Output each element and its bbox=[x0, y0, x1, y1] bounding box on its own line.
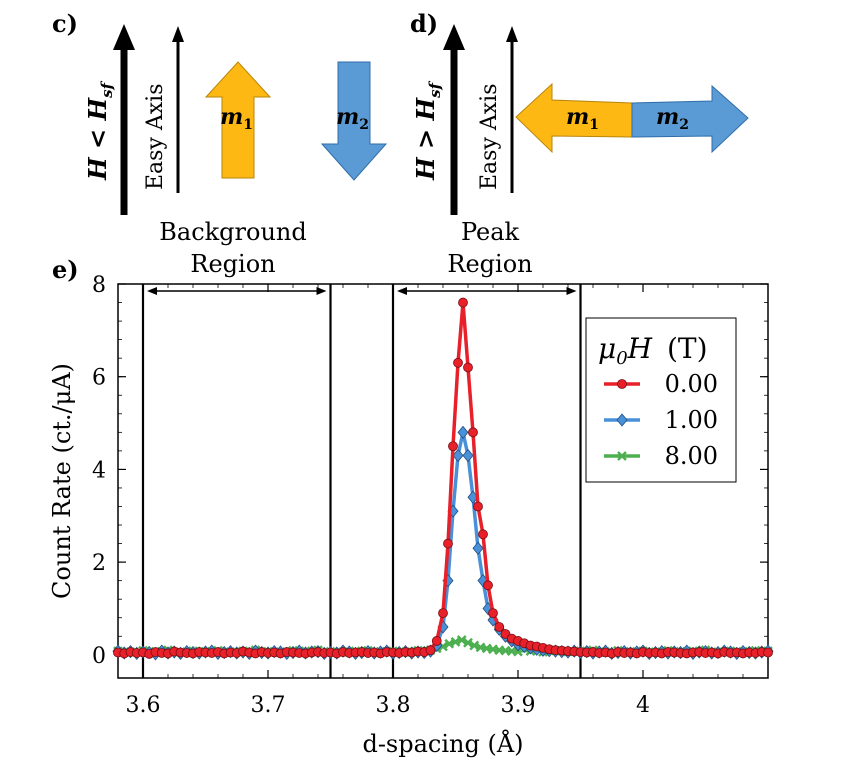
peak-region-arrow-head-left bbox=[397, 287, 407, 295]
m2-label-c: m2 bbox=[336, 104, 369, 133]
data-point-0.00 bbox=[473, 501, 483, 512]
x-tick-label: 3.9 bbox=[501, 693, 536, 718]
m1-label-c: m1 bbox=[220, 104, 253, 133]
data-point-0.00 bbox=[431, 636, 442, 646]
data-point-8.00 bbox=[463, 637, 473, 648]
data-point-1.00 bbox=[452, 448, 464, 463]
data-point-8.00 bbox=[456, 635, 467, 645]
region-lines bbox=[141, 284, 582, 678]
m2-arrow-c bbox=[320, 61, 388, 181]
data-point-8.00 bbox=[469, 640, 480, 651]
m2-label-d: m2 bbox=[656, 104, 689, 133]
field-arrowhead-c bbox=[113, 24, 135, 50]
easy-axis-arrowhead-c bbox=[172, 26, 184, 42]
y-axis-ticks: 0 2 4 6 8 bbox=[92, 273, 768, 669]
data-point-0.00 bbox=[438, 608, 448, 619]
data-point-0.00 bbox=[463, 362, 473, 373]
m2-arrow-d bbox=[631, 84, 749, 154]
background-region-arrow-head-right bbox=[316, 287, 327, 295]
legend-label: 1.00 bbox=[665, 406, 718, 434]
data-point-0.00 bbox=[468, 427, 478, 438]
data-point-1.00 bbox=[462, 448, 474, 463]
data-point-0.00 bbox=[488, 608, 498, 619]
field-arrowhead-d bbox=[443, 24, 465, 50]
legend-marker bbox=[617, 451, 627, 461]
x-tick-label: 3.8 bbox=[376, 693, 411, 718]
y-tick-label: 0 bbox=[92, 644, 106, 669]
legend-marker bbox=[616, 413, 628, 427]
m1-arrow-d bbox=[515, 82, 633, 154]
data-point-0.00 bbox=[458, 297, 468, 308]
y-tick-label: 6 bbox=[92, 366, 106, 391]
data-point-0.00 bbox=[478, 529, 488, 540]
easy-axis-label-c: Easy Axis bbox=[143, 83, 168, 190]
y-axis-label: Count Rate (ct./μA) bbox=[48, 363, 76, 599]
easy-axis-arrowhead-d bbox=[506, 26, 518, 42]
legend-label: 0.00 bbox=[665, 370, 718, 398]
m1-label-d: m1 bbox=[566, 104, 599, 133]
panel-e-label: e) bbox=[52, 255, 79, 284]
data-point-0.00 bbox=[453, 357, 463, 368]
peak-region-arrow-head-right bbox=[566, 287, 577, 295]
panel-d-label: d) bbox=[410, 9, 438, 38]
x-tick-label: 3.7 bbox=[251, 693, 286, 718]
legend-title: μ0H (T) bbox=[598, 332, 708, 369]
easy-axis-label-d: Easy Axis bbox=[477, 83, 502, 190]
x-tick-label: 3.6 bbox=[126, 693, 161, 718]
x-tick-label: 4 bbox=[636, 693, 650, 718]
data-point-0.00 bbox=[443, 538, 453, 549]
series-0.00 bbox=[113, 297, 773, 659]
data-point-8.00 bbox=[444, 638, 455, 649]
y-tick-label: 4 bbox=[92, 458, 106, 483]
legend-entry-8.00: 8.00 bbox=[604, 442, 718, 470]
legend-marker bbox=[617, 379, 627, 389]
region-arrows bbox=[147, 287, 577, 295]
region-label-c-line2: Region bbox=[190, 250, 275, 278]
panel-d: d) H > Hsf Easy Axis m1 m2 Peak Region bbox=[410, 9, 749, 278]
m1-arrow-c bbox=[204, 61, 272, 179]
y-tick-label: 8 bbox=[92, 273, 106, 298]
legend-entry-0.00: 0.00 bbox=[604, 370, 718, 398]
data-point-0.00 bbox=[483, 580, 493, 591]
data-point-8.00 bbox=[450, 636, 461, 647]
y-tick-label: 2 bbox=[92, 551, 106, 576]
panel-c-label: c) bbox=[52, 9, 78, 38]
data-point-0.00 bbox=[448, 441, 458, 452]
panel-e: e) 3.6 3.7 3.8 3.9 4 0 2 4 6 8 d-spacing (Å) Cou… bbox=[48, 255, 774, 758]
data-point-1.00 bbox=[457, 425, 469, 439]
data-point-8.00 bbox=[513, 646, 523, 657]
field-label-d: H > Hsf bbox=[411, 80, 444, 181]
background-region-arrow-head-left bbox=[147, 287, 157, 295]
legend-entries: 0.00 1.00 8.00 bbox=[604, 370, 718, 470]
data-series bbox=[112, 297, 774, 661]
panel-c: c) H < Hsf Easy Axis m1 m2 Background Re… bbox=[52, 9, 388, 278]
field-label-c: H < Hsf bbox=[83, 80, 116, 181]
region-label-d-line2: Region bbox=[447, 250, 532, 278]
x-axis-label: d-spacing (Å) bbox=[362, 729, 523, 758]
region-label-c-line1: Background bbox=[159, 218, 307, 246]
data-point-1.00 bbox=[472, 541, 484, 555]
legend-label: 8.00 bbox=[665, 442, 718, 470]
data-point-0.00 bbox=[425, 645, 436, 656]
data-point-0.00 bbox=[763, 647, 773, 658]
legend-entry-1.00: 1.00 bbox=[604, 406, 718, 434]
region-label-d-line1: Peak bbox=[461, 218, 520, 246]
x-axis-ticks: 3.6 3.7 3.8 3.9 4 bbox=[126, 284, 769, 718]
data-point-0.00 bbox=[494, 622, 505, 632]
legend: μ0H (T) 0.00 1.00 8.00 bbox=[585, 317, 737, 483]
